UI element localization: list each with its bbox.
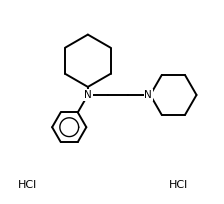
Text: N: N	[144, 90, 152, 100]
Text: N: N	[84, 90, 92, 100]
Text: HCl: HCl	[18, 180, 37, 190]
Text: HCl: HCl	[169, 180, 188, 190]
